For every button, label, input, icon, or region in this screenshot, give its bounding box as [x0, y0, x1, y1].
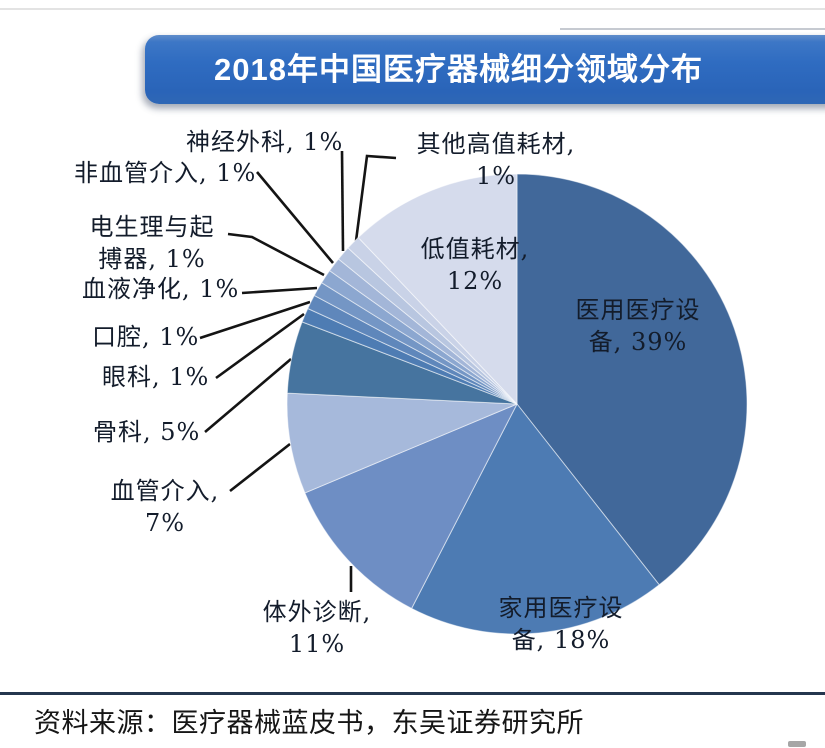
- frame-top-line: [560, 28, 825, 30]
- label-shenjingwaike: 神经外科, 1%: [186, 128, 344, 156]
- label-jiayong: 家用医疗设 备, 18%: [498, 594, 624, 655]
- leader-line-kouqiang: [199, 300, 311, 340]
- top-border-line: [0, 8, 825, 10]
- chart-title: 2018年中国医疗器械细分领域分布: [214, 52, 703, 87]
- label-xueguanjieru: 血管介入, 7%: [110, 477, 220, 538]
- label-guke: 骨科, 5%: [93, 418, 201, 446]
- leader-line-yanke: [215, 312, 305, 380]
- leader-line-dianshengli: [227, 232, 325, 277]
- pie-slice-yanke: [301, 308, 518, 405]
- label-xueyejinghua: 血液净化, 1%: [82, 275, 240, 303]
- title-banner: 2018年中国医疗器械细分领域分布: [145, 35, 825, 104]
- pie-slice-xueguanjieru: [286, 392, 518, 494]
- pie-slice-xueyejinghua: [313, 282, 518, 405]
- leader-line-guke: [204, 358, 292, 433]
- footer-divider: [0, 692, 825, 695]
- leader-line-feixueguanjieru: [256, 171, 334, 264]
- pie-slice-kouqiang: [307, 294, 518, 405]
- leader-line-shenjingwaike: [340, 150, 345, 252]
- label-dizhihaocai: 低值耗材, 12%: [420, 235, 530, 296]
- page-number-partial: [788, 741, 806, 747]
- label-tiwaizhenduan: 体外诊断, 11%: [262, 598, 372, 659]
- label-qitagaozhi: 其他高值耗材, 1%: [416, 130, 576, 191]
- label-kouqiang: 口腔, 1%: [92, 323, 200, 351]
- label-yiyong: 医用医疗设 备, 39%: [575, 296, 701, 357]
- leader-line-xueyejinghua: [241, 286, 318, 295]
- pie-slice-tiwaizhenduan: [304, 403, 518, 609]
- pie-slice-guke: [286, 321, 518, 405]
- source-text: 资料来源：医疗器械蓝皮书，东吴证券研究所: [34, 708, 584, 738]
- label-yanke: 眼科, 1%: [102, 363, 210, 391]
- label-feixueguanjieru: 非血管介入, 1%: [74, 159, 257, 187]
- label-dianshengli: 电生理与起 搏器, 1%: [89, 213, 215, 274]
